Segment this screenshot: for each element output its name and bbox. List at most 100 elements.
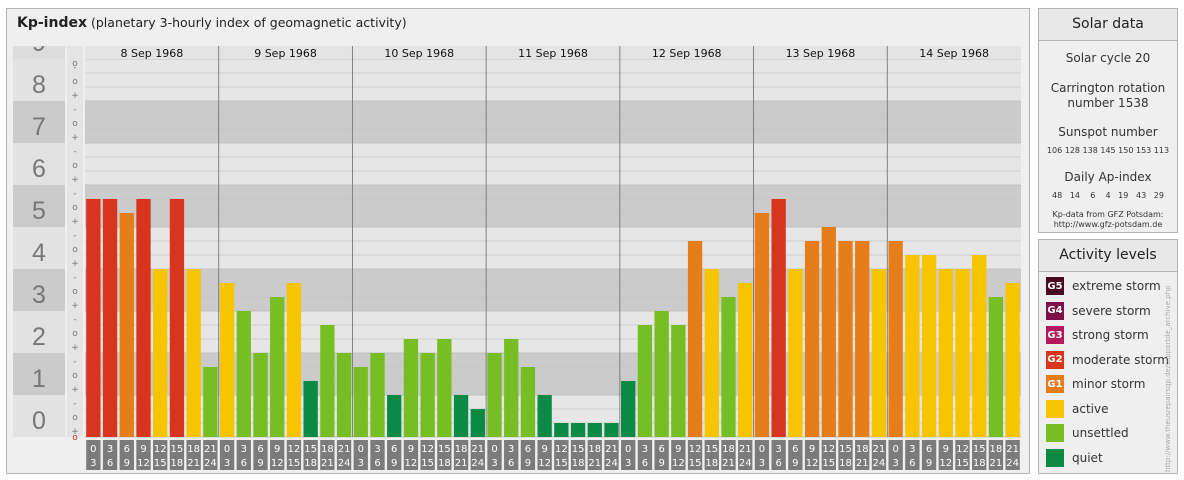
chart-title: Kp-index	[17, 15, 87, 31]
legend-label: unsettled	[1072, 426, 1129, 440]
kp-bar	[370, 353, 385, 437]
solar-data-title: Solar data	[1039, 9, 1177, 41]
hour-end-label: 15	[288, 458, 301, 469]
hour-end-label: 12	[672, 458, 685, 469]
kp-bar	[704, 269, 719, 437]
legend-swatch: G3	[1046, 326, 1064, 344]
hour-cell	[420, 440, 435, 470]
hour-start-label: 12	[288, 444, 301, 455]
hour-end-label: 6	[241, 458, 247, 469]
kp-chart-panel: Kp-index (planetary 3-hourly index of geo…	[6, 8, 1030, 474]
sub-tick-label: o	[72, 245, 78, 255]
hour-cell	[487, 440, 502, 470]
solar-data-panel: Solar data Solar cycle 20 Carrington rot…	[1038, 8, 1178, 233]
hour-start-label: 3	[374, 444, 380, 455]
hour-cell	[637, 440, 653, 470]
kp-bar	[554, 423, 569, 437]
hour-cell	[236, 440, 251, 470]
kp-bar	[186, 269, 201, 437]
day-label: 14 Sep 1968	[919, 47, 989, 60]
legend-label: severe storm	[1072, 303, 1151, 318]
hour-cell	[520, 440, 536, 470]
day-label: 12 Sep 1968	[652, 47, 722, 60]
hour-start-label: 9	[541, 444, 547, 455]
kp-bar	[270, 297, 285, 437]
chart-title-line: Kp-index (planetary 3-hourly index of geo…	[17, 15, 407, 31]
day-header-strip	[85, 46, 1021, 59]
hour-start-label: 0	[892, 444, 898, 455]
hour-start-label: 0	[358, 444, 364, 455]
kp-bar	[788, 269, 803, 437]
hour-end-label: 3	[224, 458, 230, 469]
sub-tick-label: +	[71, 301, 79, 311]
hour-start-label: 21	[471, 444, 484, 455]
hour-start-label: 21	[873, 444, 886, 455]
kp-bar	[102, 198, 118, 437]
kp-bar	[203, 366, 218, 437]
sub-tick-label: o	[72, 59, 78, 69]
hour-start-label: 3	[508, 444, 514, 455]
kp-bar	[637, 324, 653, 437]
data-source-label: Kp-data from GFZ Potsdam:	[1052, 210, 1164, 219]
solar-cycle: Solar cycle 20	[1065, 51, 1151, 65]
hour-start-label: 6	[391, 444, 397, 455]
legend-item: G4 severe storm	[1046, 301, 1151, 321]
hour-start-label: 9	[943, 444, 949, 455]
sub-tick-label: o	[72, 413, 78, 423]
hour-end-label: 15	[555, 458, 568, 469]
plot-band	[85, 101, 1021, 143]
y-tick-label: 9	[32, 46, 46, 57]
y-axis-band	[13, 269, 65, 311]
hour-start-label: 9	[274, 444, 280, 455]
hour-start-label: 0	[491, 444, 497, 455]
hour-start-label: 21	[1006, 444, 1019, 455]
hour-cell	[203, 440, 218, 470]
sub-tick-label: -	[73, 105, 76, 115]
carrington-rotation-label: Carrington rotation	[1050, 81, 1166, 95]
hour-cell	[153, 440, 168, 470]
hour-cell	[537, 440, 552, 470]
sub-tick-label: +	[71, 217, 79, 227]
kp-bar	[353, 366, 368, 437]
hour-cell	[604, 440, 619, 470]
hour-end-label: 21	[990, 458, 1003, 469]
hour-cell	[921, 440, 937, 470]
hour-start-label: 6	[792, 444, 798, 455]
y-axis-band	[13, 59, 65, 101]
hour-start-label: 15	[572, 444, 585, 455]
hour-start-label: 18	[187, 444, 200, 455]
day-label: 8 Sep 1968	[120, 47, 183, 60]
kp-bar	[905, 255, 920, 437]
kp-bar	[86, 198, 101, 437]
legend-label: quiet	[1072, 450, 1103, 465]
kp-bar	[938, 269, 953, 437]
y-tick-label: 8	[32, 71, 46, 99]
hour-cell	[955, 440, 970, 470]
hour-end-label: 6	[508, 458, 514, 469]
y-tick-label: 5	[32, 197, 46, 225]
sub-tick-label: +	[71, 343, 79, 353]
day-label: 11 Sep 1968	[518, 47, 588, 60]
hour-cell	[219, 440, 235, 470]
hour-end-label: 24	[873, 458, 886, 469]
y-axis-band	[13, 143, 65, 185]
hour-cell	[771, 440, 786, 470]
legend-swatch	[1046, 424, 1064, 442]
sub-tick-label: +	[71, 259, 79, 269]
hour-start-label: 9	[809, 444, 815, 455]
sub-tick-label: +	[71, 427, 79, 437]
sub-tick-label: -	[73, 315, 76, 325]
hour-start-label: 18	[321, 444, 334, 455]
hour-end-label: 12	[405, 458, 418, 469]
hour-start-label: 21	[739, 444, 752, 455]
legend-item: G5 extreme storm	[1046, 276, 1161, 296]
kp-bar	[654, 311, 669, 437]
sub-tick-label: +	[71, 133, 79, 143]
carrington-rotation-number: number 1538	[1067, 96, 1149, 110]
day-label: 10 Sep 1968	[384, 47, 454, 60]
legend-item: G2 moderate storm	[1046, 350, 1169, 370]
hour-start-label: 21	[204, 444, 217, 455]
plot-band	[85, 227, 1021, 269]
hour-start-label: 0	[224, 444, 230, 455]
hour-start-label: 6	[658, 444, 664, 455]
